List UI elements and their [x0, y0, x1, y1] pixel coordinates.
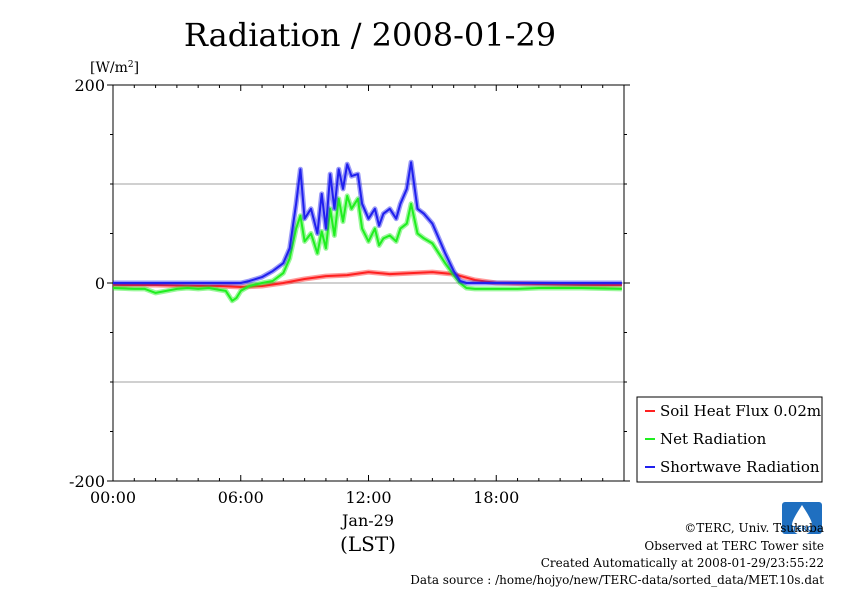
data-source-text: Data source : /home/hojyo/new/TERC-data/… — [410, 573, 824, 587]
created-text: Created Automatically at 2008-01-29/23:5… — [540, 556, 824, 570]
series-line-2 — [113, 161, 622, 284]
legend: Soil Heat Flux 0.02m Net Radiation Shortwa… — [636, 396, 823, 483]
legend-box — [636, 396, 823, 483]
x-tick-label: 06:00 — [218, 488, 264, 507]
logo-text: TERC — [792, 525, 812, 533]
legend-label: Soil Heat Flux 0.02m — [660, 402, 821, 420]
y-tick-label: -200 — [69, 472, 105, 491]
x-tick-label: 18:00 — [473, 488, 519, 507]
y-tick-label: 0 — [95, 274, 105, 293]
x-date-label: Jan-29 — [340, 511, 394, 530]
x-axis-label: (LST) — [340, 532, 396, 556]
series-lines — [112, 159, 622, 304]
y-tick-label: 200 — [74, 76, 105, 95]
series-halo-2 — [113, 159, 622, 286]
legend-label: Net Radiation — [660, 430, 767, 448]
y-axis-unit: [W/m2] — [90, 60, 139, 76]
observed-text: Observed at TERC Tower site — [644, 539, 824, 553]
terc-logo: TERC — [782, 502, 822, 535]
series-line-1 — [112, 194, 622, 302]
x-tick-label: 12:00 — [345, 488, 391, 507]
legend-label: Shortwave Radiation — [660, 458, 820, 476]
copyright-text: ©TERC, Univ. Tsukuba — [684, 521, 824, 535]
x-tick-label: 00:00 — [90, 488, 136, 507]
chart-title: Radiation / 2008-01-29 — [184, 16, 556, 54]
